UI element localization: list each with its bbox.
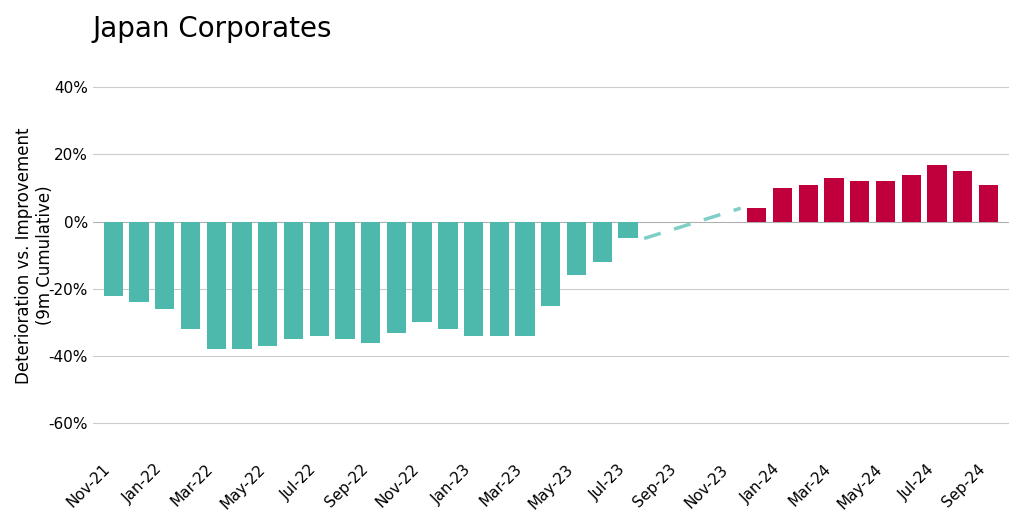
Bar	[387, 222, 407, 333]
Bar	[232, 222, 252, 349]
Bar	[413, 222, 432, 323]
Bar	[618, 222, 638, 238]
Bar	[335, 222, 354, 339]
Bar	[721, 218, 740, 222]
Bar	[284, 222, 303, 339]
Bar	[567, 222, 586, 276]
Bar	[309, 222, 329, 336]
Text: Japan Corporates: Japan Corporates	[92, 15, 332, 43]
Bar	[695, 222, 715, 225]
Bar	[799, 184, 818, 222]
Bar	[129, 222, 148, 302]
Bar	[438, 222, 458, 329]
Bar	[541, 222, 560, 306]
Bar	[181, 222, 200, 329]
Bar	[515, 222, 535, 336]
Bar	[644, 222, 664, 232]
Bar	[748, 208, 766, 222]
Bar	[593, 222, 612, 262]
Bar	[928, 164, 946, 222]
Bar	[901, 174, 921, 222]
Bar	[258, 222, 278, 346]
Bar	[361, 222, 380, 343]
Bar	[773, 188, 793, 222]
Bar	[103, 222, 123, 296]
Bar	[207, 222, 226, 349]
Bar	[155, 222, 174, 309]
Bar	[953, 171, 973, 222]
Bar	[876, 181, 895, 222]
Bar	[850, 181, 869, 222]
Bar	[670, 222, 689, 228]
Y-axis label: Deterioration vs. Improvement
(9m Cumulative): Deterioration vs. Improvement (9m Cumula…	[15, 127, 54, 384]
Bar	[489, 222, 509, 336]
Bar	[979, 184, 998, 222]
Bar	[464, 222, 483, 336]
Bar	[824, 178, 844, 222]
